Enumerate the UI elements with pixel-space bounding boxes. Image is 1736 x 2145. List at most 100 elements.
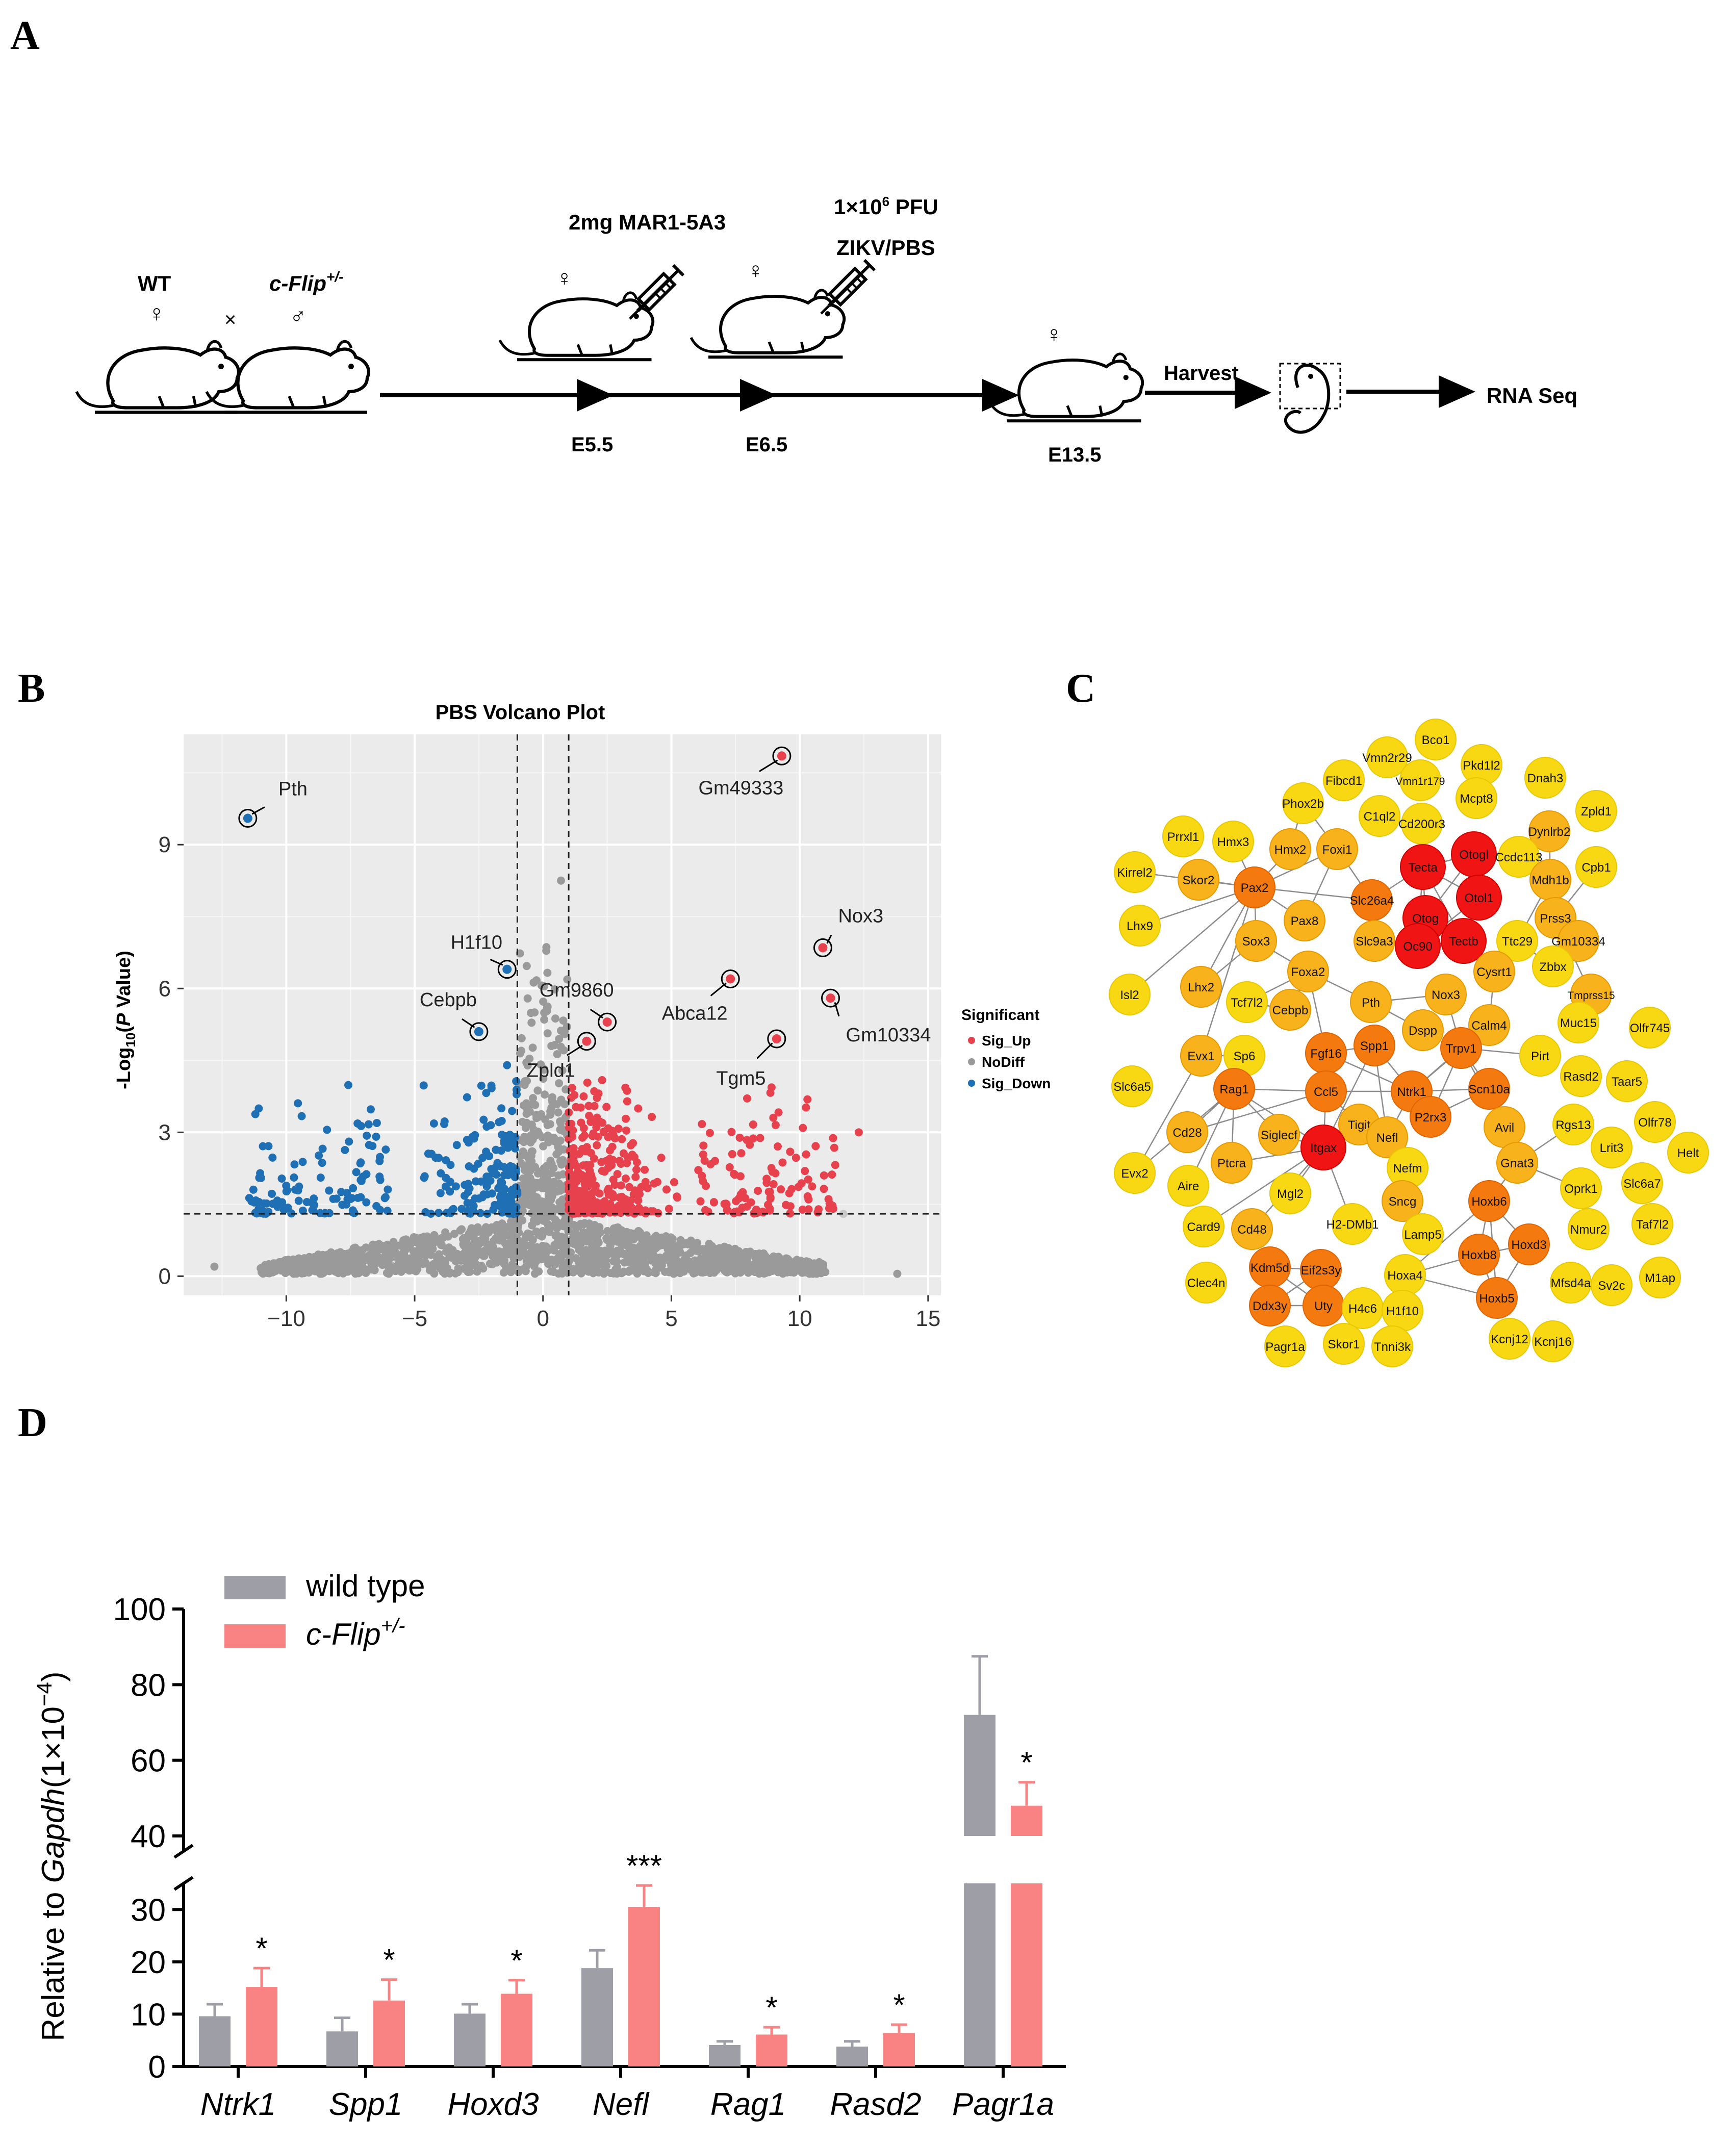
volcano-point: [362, 1198, 371, 1207]
network-node: Mcpt8: [1456, 777, 1497, 819]
network-node-label: Rag1: [1219, 1083, 1248, 1096]
volcano-point: [249, 1185, 258, 1194]
network-node: Siglecf: [1258, 1114, 1300, 1156]
network-node: Foxa2: [1287, 951, 1329, 992]
volcano-point: [565, 1203, 574, 1212]
volcano-point: [363, 1131, 371, 1140]
volcano-point: [522, 1262, 530, 1271]
network-node: Cd28: [1166, 1111, 1208, 1153]
network-node: Mdh1b: [1529, 859, 1571, 901]
wt-female-icon: ♀: [148, 300, 166, 326]
network-node: Card9: [1183, 1206, 1224, 1247]
network-node-label: Vmn1r179: [1396, 776, 1445, 787]
network-node-label: Prrxl1: [1167, 830, 1199, 844]
network-node-circle: [1468, 1004, 1510, 1046]
volcano-point: [448, 1206, 456, 1214]
volcano-point: [666, 1256, 675, 1264]
network-node: Vmn1r179: [1396, 759, 1445, 801]
network-node-circle: [1213, 1068, 1255, 1110]
cflip-mouse-icon: [207, 342, 369, 413]
network-node-label: H1f10: [1386, 1305, 1419, 1318]
volcano-point: [260, 1199, 268, 1208]
network-node-circle: [1180, 966, 1222, 1008]
network-node-label: Skor2: [1183, 874, 1215, 887]
network-node-circle: [1212, 821, 1254, 862]
network-node-circle: [1524, 757, 1566, 799]
volcano-point: [429, 1119, 438, 1128]
network-node-circle: [1109, 974, 1151, 1015]
volcano-highlight-ring: [598, 1012, 617, 1032]
volcano-point: [555, 1079, 564, 1088]
volcano-point: [540, 1008, 549, 1017]
volcano-point: [446, 1178, 454, 1186]
network-node-label: Scn10a: [1468, 1083, 1510, 1096]
network-node-circle: [1282, 782, 1324, 824]
volcano-point: [571, 1235, 579, 1243]
network-node-label: Fgf16: [1310, 1047, 1341, 1061]
volcano-point: [420, 1173, 428, 1182]
volcano-point: [528, 1147, 537, 1156]
network-edge: [1129, 887, 1255, 995]
volcano-point: [766, 1194, 775, 1203]
volcano-point: [302, 1197, 311, 1206]
volcano-label-leader: [759, 759, 778, 772]
volcano-point: [643, 1184, 652, 1192]
network-edge: [1134, 1055, 1202, 1173]
volcano-point: [661, 1267, 670, 1276]
volcano-x-tick-label: −10: [267, 1306, 305, 1331]
network-node-circle: [1528, 810, 1570, 852]
treatment2-female-icon: ♀: [747, 258, 764, 283]
volcano-point: [580, 1219, 589, 1228]
volcano-point: [553, 1050, 561, 1059]
network-node: Ttc29: [1496, 920, 1538, 962]
bar-category-label: Rasd2: [830, 2087, 921, 2122]
volcano-point: [297, 1112, 306, 1120]
network-node-circle: [1366, 1116, 1408, 1158]
network-node-label: Oprk1: [1564, 1182, 1597, 1196]
network-node-label: Zpld1: [1581, 805, 1612, 819]
volcano-point: [650, 1252, 658, 1260]
network-node-circle: [1415, 719, 1457, 760]
volcano-point: [610, 1181, 619, 1189]
network-node-circle: [1410, 1096, 1451, 1138]
network-node: Taf7l2: [1631, 1203, 1673, 1245]
volcano-gene-label: Abca12: [662, 1003, 728, 1024]
network-node-circle: [1284, 900, 1325, 941]
volcano-point: [581, 1260, 590, 1269]
bar-lower-segment: [1011, 1883, 1042, 2066]
bar-y-tick-label: 30: [131, 1893, 166, 1928]
pregnant-mouse-icon-1: [500, 293, 653, 360]
bar: [199, 2016, 231, 2066]
volcano-point: [495, 1118, 503, 1127]
volcano-point: [665, 1246, 674, 1255]
network-node-label: Ptcra: [1217, 1157, 1246, 1170]
volcano-point: [569, 1158, 578, 1166]
volcano-point: [686, 1266, 695, 1274]
network-node: Tectb: [1441, 918, 1487, 964]
volcano-point: [554, 1108, 563, 1117]
volcano-point: [378, 1261, 387, 1269]
network-node-circle: [1166, 1111, 1208, 1153]
axis-break-mark: [173, 1844, 194, 1859]
volcano-point: [251, 1196, 260, 1205]
volcano-point: [494, 1184, 503, 1192]
network-node: Hoxb5: [1476, 1277, 1518, 1319]
volcano-highlight-ring: [469, 1022, 489, 1041]
volcano-point: [744, 1250, 752, 1259]
significance-marker: *: [510, 1944, 522, 1978]
bar: [454, 2013, 486, 2066]
volcano-point: [682, 1251, 691, 1260]
volcano-highlight-ring: [497, 960, 517, 979]
volcano-point: [735, 1133, 744, 1142]
network-node-label: Isl2: [1120, 988, 1139, 1002]
volcano-point: [802, 1103, 810, 1112]
volcano-point: [499, 1190, 508, 1199]
treatment-antibody-label: 2mg MAR1-5A3: [569, 210, 726, 234]
volcano-point: [539, 1075, 548, 1083]
volcano-point: [601, 1246, 609, 1255]
volcano-point: [522, 1118, 531, 1127]
volcano-point: [786, 1202, 795, 1211]
volcano-point: [376, 1153, 385, 1161]
volcano-point: [820, 1185, 828, 1193]
network-node-label: Taar5: [1612, 1075, 1642, 1089]
